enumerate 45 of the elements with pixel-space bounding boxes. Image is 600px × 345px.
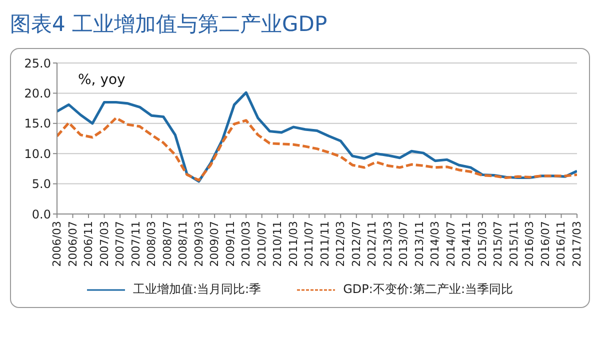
- x-tick-label: 2014/07: [444, 221, 458, 267]
- x-tick-label: 2016/07: [538, 221, 552, 267]
- x-tick-label: 2011/07: [302, 221, 316, 267]
- y-tick-label: 25.0: [24, 56, 51, 70]
- x-tick-label: 2007/11: [129, 221, 142, 267]
- chart-title: 图表4 工业增加值与第二产业GDP: [10, 12, 328, 36]
- x-tick-label: 2011/03: [286, 221, 300, 267]
- x-tick-label: 2006/07: [66, 221, 80, 267]
- x-tick-label: 2014/03: [428, 221, 442, 267]
- x-tick-label: 2010/11: [271, 221, 284, 267]
- x-tick-label: 2008/07: [160, 221, 174, 267]
- y-tick-label: 20.0: [24, 86, 51, 100]
- x-tick-label: 2016/11: [554, 221, 568, 267]
- x-tick-label: 2012/07: [350, 221, 363, 267]
- x-tick-label: 2013/11: [412, 221, 426, 267]
- x-tick-label: 2013/03: [381, 221, 394, 267]
- x-tick-label: 2012/11: [366, 221, 379, 267]
- x-tick-label: 2010/03: [240, 221, 253, 267]
- x-tick-label: 2015/07: [492, 221, 505, 267]
- legend-label: 工业增加值:当月同比:季: [133, 281, 262, 298]
- x-tick-label: 2008/11: [176, 221, 190, 267]
- annotation: %, yoy: [78, 72, 126, 88]
- x-tick-label: 2009/07: [208, 221, 222, 267]
- x-tick-label: 2015/11: [507, 221, 520, 267]
- y-tick-label: 10.0: [24, 146, 51, 161]
- x-tick-label: 2017/03: [570, 221, 584, 267]
- x-tick-label: 2007/03: [98, 221, 111, 267]
- legend-label: GDP:不变价:第二产业:当季同比: [343, 281, 513, 298]
- x-tick-label: 2012/03: [334, 221, 348, 267]
- y-tick-label: 15.0: [24, 116, 51, 131]
- x-tick-label: 2011/11: [318, 221, 332, 267]
- line-series: [57, 116, 577, 182]
- x-tick-label: 2006/11: [82, 221, 96, 267]
- x-tick-label: 2009/03: [192, 221, 206, 267]
- x-tick-label: 2009/11: [224, 221, 237, 267]
- y-tick-label: 0.0: [32, 207, 51, 222]
- x-tick-label: 2007/07: [114, 221, 127, 267]
- x-tick-label: 2013/07: [397, 221, 410, 267]
- x-tick-label: 2008/03: [145, 221, 158, 267]
- x-tick-label: 2010/07: [255, 221, 268, 267]
- y-tick-label: 5.0: [32, 177, 51, 192]
- x-tick-label: 2006/03: [50, 221, 64, 267]
- x-tick-label: 2014/11: [460, 221, 474, 267]
- x-tick-label: 2015/03: [476, 221, 489, 267]
- x-tick-label: 2016/03: [523, 221, 536, 267]
